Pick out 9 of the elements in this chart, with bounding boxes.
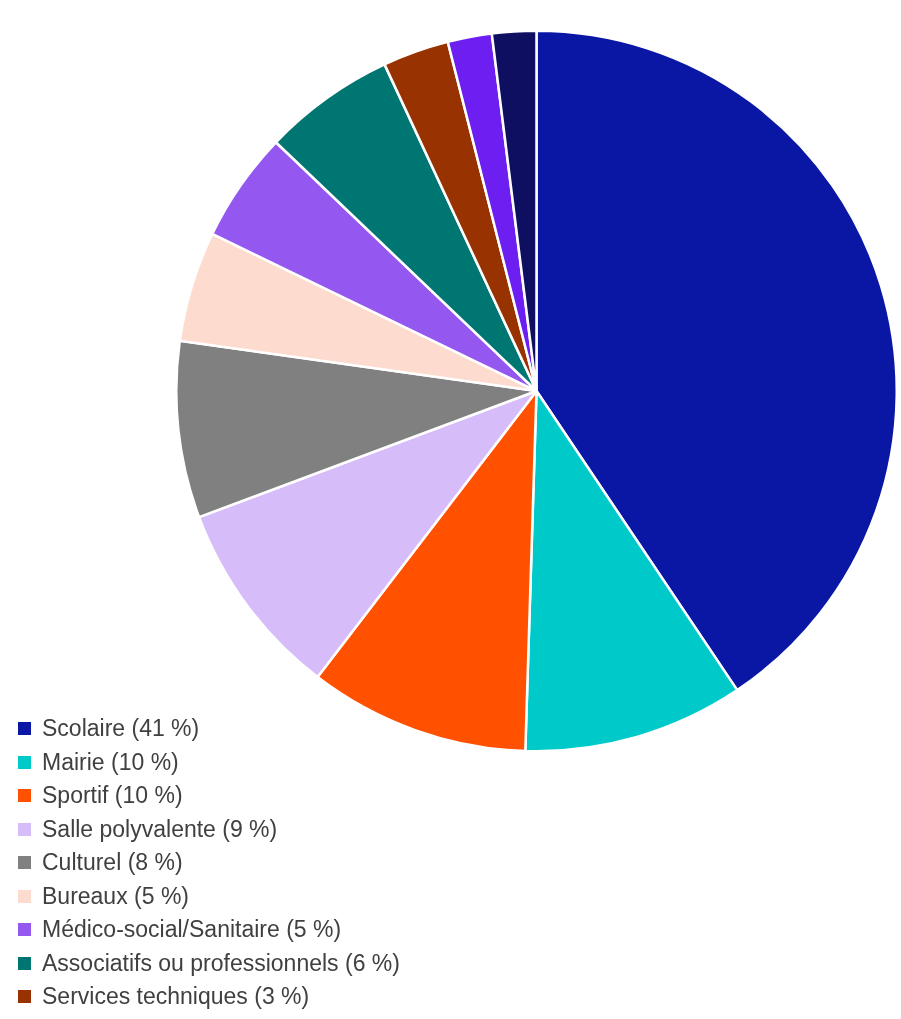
legend-label: Salle polyvalente (9 %) <box>41 814 279 844</box>
legend-label: Sportif (10 %) <box>41 781 184 810</box>
legend-label: Médico-social/Sanitaire (5 %) <box>41 915 343 944</box>
legend-label: Associatifs ou professionnels (6 %) <box>41 948 400 978</box>
legend-label: Mairie (10 %) <box>41 747 180 777</box>
legend-label: Services techniques (3 %) <box>41 982 311 1011</box>
legend-label: Culturel (8 %) <box>41 848 184 877</box>
legend-label: Scolaire (41 %) <box>41 714 201 743</box>
legend-label: Bureaux (5 %) <box>41 881 190 911</box>
